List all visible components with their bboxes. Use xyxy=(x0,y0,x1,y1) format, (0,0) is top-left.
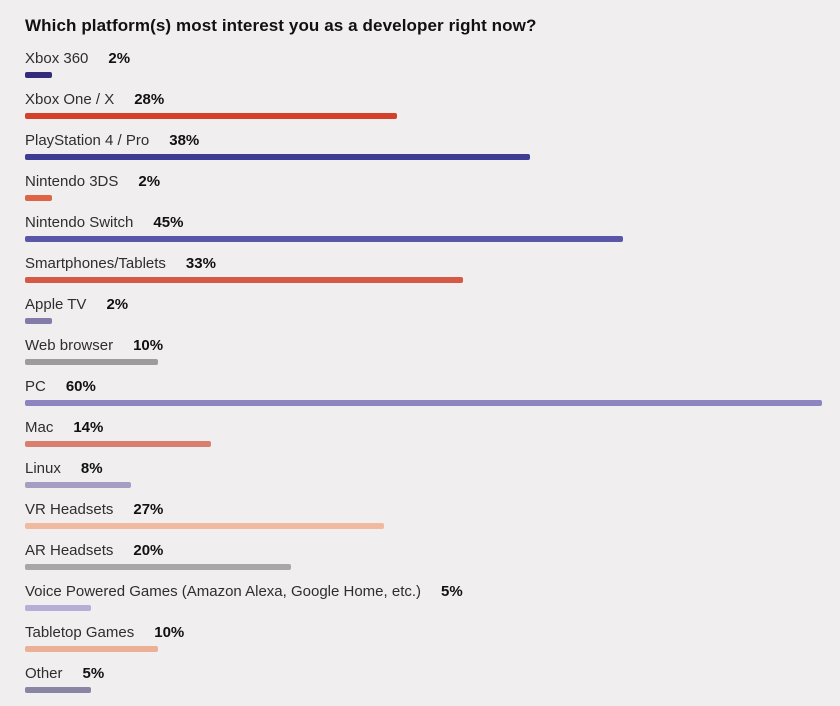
bar xyxy=(25,71,52,78)
row-labels: Voice Powered Games (Amazon Alexa, Googl… xyxy=(25,582,822,602)
bar-track xyxy=(25,440,822,447)
bar-track xyxy=(25,645,822,652)
bar xyxy=(25,481,132,488)
bar-track xyxy=(25,71,822,78)
platform-value: 14% xyxy=(73,418,104,436)
chart-row: Xbox 360 2% xyxy=(25,49,822,78)
chart-row: Other 5% xyxy=(25,664,822,693)
chart-row: Mac 14% xyxy=(25,418,822,447)
bar xyxy=(25,522,384,529)
bar-track xyxy=(25,399,822,406)
row-labels: Linux 8% xyxy=(25,459,822,479)
platform-value: 8% xyxy=(80,459,103,477)
chart-row: Voice Powered Games (Amazon Alexa, Googl… xyxy=(25,582,822,611)
bar-chart: Xbox 360 2% Xbox One / X 28% PlayStation… xyxy=(25,49,822,693)
bar-track xyxy=(25,604,822,611)
chart-row: PlayStation 4 / Pro 38% xyxy=(25,131,822,160)
chart-row: Xbox One / X 28% xyxy=(25,90,822,119)
platform-value: 60% xyxy=(65,377,96,395)
bar-track xyxy=(25,235,822,242)
platform-label: PC xyxy=(25,377,46,395)
chart-row: VR Headsets 27% xyxy=(25,500,822,529)
platform-label: Web browser xyxy=(25,336,114,354)
chart-row: Tabletop Games 10% xyxy=(25,623,822,652)
platform-label: Linux xyxy=(25,459,61,477)
bar-track xyxy=(25,686,822,693)
row-labels: Xbox One / X 28% xyxy=(25,90,822,110)
chart-title: Which platform(s) most interest you as a… xyxy=(25,16,537,35)
chart-row: Smartphones/Tablets 33% xyxy=(25,254,822,283)
bar xyxy=(25,686,92,693)
platform-value: 38% xyxy=(169,131,200,149)
bar-track xyxy=(25,194,822,201)
row-labels: PlayStation 4 / Pro 38% xyxy=(25,131,822,151)
platform-label: Mac xyxy=(25,418,54,436)
bar xyxy=(25,563,291,570)
bar xyxy=(25,645,158,652)
platform-value: 20% xyxy=(133,541,164,559)
chart-row: Linux 8% xyxy=(25,459,822,488)
platform-label: Apple TV xyxy=(25,295,87,313)
bar xyxy=(25,112,397,119)
platform-value: 2% xyxy=(108,49,131,67)
row-labels: Web browser 10% xyxy=(25,336,822,356)
bar-track xyxy=(25,481,822,488)
row-labels: AR Headsets 20% xyxy=(25,541,822,561)
bar xyxy=(25,358,158,365)
platform-value: 10% xyxy=(133,336,164,354)
platform-label: Nintendo Switch xyxy=(25,213,134,231)
bar-track xyxy=(25,112,822,119)
platform-label: Xbox 360 xyxy=(25,49,89,67)
row-labels: Other 5% xyxy=(25,664,822,684)
platform-value: 2% xyxy=(106,295,129,313)
row-labels: Tabletop Games 10% xyxy=(25,623,822,643)
chart-row: AR Headsets 20% xyxy=(25,541,822,570)
platform-value: 28% xyxy=(134,90,165,108)
platform-label: Other xyxy=(25,664,63,682)
bar xyxy=(25,235,623,242)
row-labels: Mac 14% xyxy=(25,418,822,438)
row-labels: Xbox 360 2% xyxy=(25,49,822,69)
bar-track xyxy=(25,276,822,283)
platform-value: 5% xyxy=(82,664,105,682)
row-labels: PC 60% xyxy=(25,377,822,397)
row-labels: Nintendo Switch 45% xyxy=(25,213,822,233)
chart-row: Nintendo Switch 45% xyxy=(25,213,822,242)
bar xyxy=(25,399,822,406)
platform-value: 5% xyxy=(441,582,463,600)
bar-track xyxy=(25,563,822,570)
bar xyxy=(25,194,52,201)
platform-value: 27% xyxy=(133,500,164,518)
bar xyxy=(25,276,464,283)
bar-track xyxy=(25,153,822,160)
bar xyxy=(25,604,92,611)
chart-row: Apple TV 2% xyxy=(25,295,822,324)
platform-label: Nintendo 3DS xyxy=(25,172,119,190)
chart-row: Nintendo 3DS 2% xyxy=(25,172,822,201)
platform-label: VR Headsets xyxy=(25,500,114,518)
bar xyxy=(25,317,52,324)
platform-label: Smartphones/Tablets xyxy=(25,254,166,272)
platform-value: 10% xyxy=(154,623,185,641)
platform-label: Tabletop Games xyxy=(25,623,135,641)
platform-value: 33% xyxy=(185,254,216,272)
platform-value: 2% xyxy=(138,172,161,190)
row-labels: Apple TV 2% xyxy=(25,295,822,315)
chart-row: PC 60% xyxy=(25,377,822,406)
bar xyxy=(25,440,211,447)
chart-row: Web browser 10% xyxy=(25,336,822,365)
bar xyxy=(25,153,530,160)
platform-label: AR Headsets xyxy=(25,541,114,559)
row-labels: Smartphones/Tablets 33% xyxy=(25,254,822,274)
bar-track xyxy=(25,358,822,365)
row-labels: VR Headsets 27% xyxy=(25,500,822,520)
platform-value: 45% xyxy=(153,213,184,231)
bar-track xyxy=(25,317,822,324)
row-labels: Nintendo 3DS 2% xyxy=(25,172,822,192)
platform-label: Voice Powered Games (Amazon Alexa, Googl… xyxy=(25,582,422,600)
bar-track xyxy=(25,522,822,529)
platform-label: PlayStation 4 / Pro xyxy=(25,131,150,149)
platform-label: Xbox One / X xyxy=(25,90,115,108)
